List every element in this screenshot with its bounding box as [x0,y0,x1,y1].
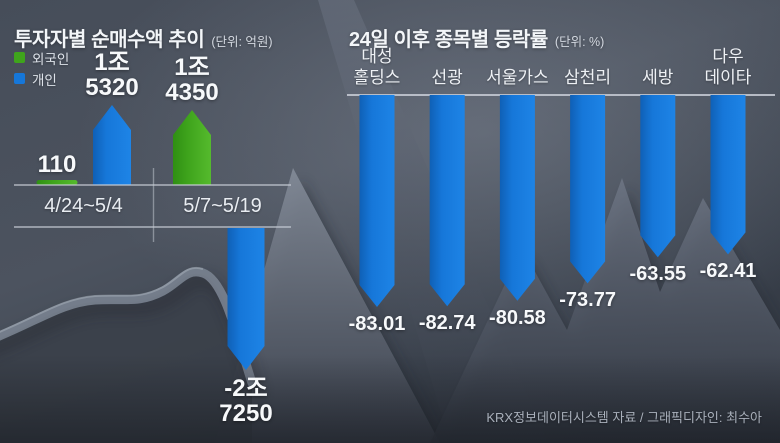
left-chart-up-arrow [173,110,211,185]
right-chart-unit: (단위: %) [554,35,605,50]
right-chart-down-arrow [570,95,606,284]
right-stock-name: 대성 홀딩스 [353,47,401,87]
source-credit: KRX정보데이터시스템 자료 / 그래픽디자인: 최수아 [486,410,762,425]
left-chart-up-arrow [93,105,131,185]
legend-item: 외국인 [14,47,69,68]
right-stock-name: 삼천리 [564,68,612,87]
right-stock-value: -82.74 [418,312,476,334]
right-stock-name: 선광 [431,68,463,87]
right-chart-down-arrow [429,95,465,307]
right-chart-down-arrow [499,95,535,301]
period-label: 5/7~5/19 [183,195,262,217]
right-stock-name: 서울가스 [486,68,549,87]
legend-swatch-blue [14,73,25,84]
right-stock-value: -73.77 [559,289,616,311]
left-chart-title-text: 투자자별 순매수액 추이 [14,29,205,52]
legend-swatch-green [14,52,25,63]
right-chart-down-arrow [359,95,395,307]
right-stock-name: 다우 데이타 [704,47,752,87]
legend-label: 외국인 [32,51,70,67]
period-label: 4/24~5/4 [44,195,123,217]
left-chart-flat-bar [36,180,78,185]
right-chart-down-arrow [640,95,676,258]
left-chart-title: 투자자별 순매수액 추이 (단위: 억원) [14,23,273,52]
right-stock-name: 세방 [642,68,674,87]
left-chart-value-label: 110 [37,151,77,178]
right-stock-value: -80.58 [489,307,546,329]
left-chart-down-arrow [227,228,265,370]
left-chart-unit: (단위: 억원) [211,35,273,50]
right-stock-value: -62.41 [699,260,757,282]
right-stock-value: -63.55 [629,263,687,285]
background-vignette [0,355,780,443]
left-chart-value-label: -2조 7250 [219,375,273,427]
legend-item: 개인 [14,68,69,89]
legend-label: 개인 [32,72,57,88]
right-chart-down-arrow [710,95,746,255]
background-wave-highlight [0,266,204,333]
background-wave-line [0,267,257,388]
right-stock-value: -83.01 [348,313,406,335]
right-chart-title-text: 24일 이후 종목별 등락률 [349,29,548,52]
left-chart-value-label: 1조 4350 [165,54,219,106]
left-chart-value-label: 1조 5320 [85,49,139,101]
right-chart-title: 24일 이후 종목별 등락률 (단위: %) [349,23,604,52]
